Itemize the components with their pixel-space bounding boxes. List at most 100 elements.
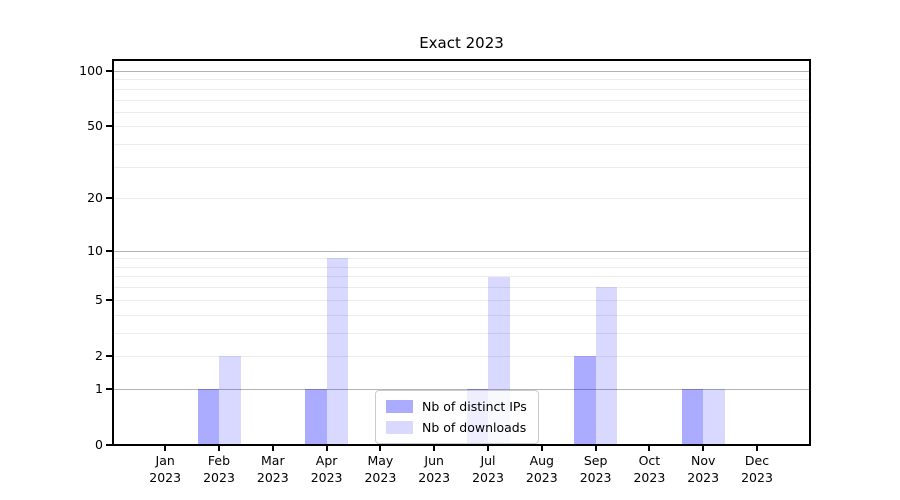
y-tick-mark [106, 70, 112, 72]
x-tick-label-year: 2023 [525, 470, 558, 485]
axis-spine-right [809, 59, 811, 446]
x-tick-mark [271, 446, 274, 451]
x-tick-label: Jan 2023 [133, 452, 197, 486]
gridline-minor [113, 79, 810, 81]
gridline-minor [113, 88, 810, 90]
downloads-swatch [386, 421, 413, 434]
bar-distinct-ips [197, 388, 219, 445]
gridline-minor [113, 111, 810, 113]
y-tick-label: 100 [79, 63, 103, 78]
gridline-minor [113, 144, 810, 146]
legend-label-distinct-ips: Nb of distinct IPs [422, 399, 527, 414]
x-tick-label: Apr 2023 [295, 452, 359, 486]
gridline-minor [113, 126, 810, 128]
x-tick-mark [218, 446, 220, 451]
y-tick-mark [106, 387, 112, 390]
x-tick-label: Feb 2023 [187, 452, 251, 486]
x-tick-label-month: May [367, 453, 394, 468]
axis-spine-top [112, 59, 811, 61]
x-tick-mark [379, 446, 382, 451]
gridline-minor [113, 166, 810, 168]
x-tick-label-month: Aug [529, 453, 554, 468]
axis-spine-left [112, 59, 114, 446]
x-tick-label: Aug 2023 [510, 452, 574, 486]
bar-downloads [326, 258, 349, 445]
distinct-ips-swatch [386, 400, 413, 413]
gridline-minor [113, 99, 810, 101]
x-tick-label-month: Nov [690, 453, 716, 468]
bar-downloads [595, 287, 618, 445]
y-tick-mark [106, 197, 112, 200]
x-tick-label-month: Jul [480, 453, 496, 468]
x-tick-label-month: Feb [207, 453, 231, 468]
gridline-minor [113, 332, 810, 334]
y-tick-label: 5 [95, 291, 103, 307]
x-tick-label: Oct 2023 [617, 452, 681, 486]
gridline-minor [113, 355, 810, 357]
x-tick-mark [487, 446, 489, 451]
x-tick-label: Mar 2023 [241, 452, 305, 486]
y-tick-mark [106, 298, 112, 301]
y-tick-label: 1 [95, 380, 103, 396]
x-tick-label: May 2023 [348, 452, 412, 486]
x-tick-label-month: Dec [744, 453, 770, 468]
x-tick-mark [433, 446, 436, 451]
bar-downloads [219, 355, 241, 445]
y-tick-label: 20 [87, 190, 103, 206]
gridline-minor [113, 198, 810, 200]
x-tick-label: Nov 2023 [671, 452, 735, 486]
x-tick-label-month: Mar [261, 453, 285, 468]
y-tick-label: 50 [87, 118, 103, 134]
x-tick-label-year: 2023 [149, 470, 182, 485]
bar-distinct-ips [305, 388, 327, 445]
x-tick-label: Sep 2023 [564, 452, 628, 486]
axis-spine-bottom [112, 444, 811, 446]
legend-item-distinct-ips: Nb of distinct IPs [386, 399, 527, 414]
gridline-major [113, 250, 810, 252]
x-tick-mark [702, 446, 705, 451]
x-tick-label-year: 2023 [203, 470, 235, 485]
x-tick-mark [164, 446, 167, 451]
x-tick-label-year: 2023 [472, 470, 504, 485]
x-tick-label-year: 2023 [741, 470, 773, 485]
x-tick-label-month: Jan [155, 453, 175, 468]
y-tick-label: 0 [95, 437, 103, 452]
y-tick-label: 10 [87, 242, 103, 258]
x-tick-label-month: Apr [315, 453, 338, 468]
x-tick-label-year: 2023 [633, 470, 666, 485]
x-tick-label-month: Sep [583, 453, 608, 468]
legend-label-downloads: Nb of downloads [422, 420, 527, 435]
y-tick-mark [106, 125, 112, 128]
gridline-minor [113, 266, 810, 268]
x-tick-mark [540, 446, 543, 451]
gridline-minor [113, 314, 810, 316]
gridline-major [113, 71, 810, 72]
bar-downloads [703, 388, 725, 445]
x-tick-label-year: 2023 [418, 470, 451, 485]
y-tick-mark [106, 249, 112, 252]
x-tick-mark [325, 446, 328, 451]
x-tick-label: Dec 2023 [725, 452, 789, 486]
gridline-minor [113, 258, 810, 260]
legend-item-downloads: Nb of downloads [386, 420, 527, 435]
x-tick-mark [648, 446, 651, 451]
x-tick-mark [756, 446, 758, 451]
legend: Nb of distinct IPs Nb of downloads [375, 390, 539, 444]
bar-distinct-ips [574, 355, 596, 445]
y-tick-label: 2 [95, 347, 103, 363]
x-tick-label-month: Jun [424, 453, 444, 468]
x-tick-label-year: 2023 [364, 470, 397, 485]
gridline-minor [113, 276, 810, 278]
x-tick-label-year: 2023 [579, 470, 612, 485]
bar-distinct-ips [681, 388, 704, 445]
x-tick-label: Jul 2023 [456, 452, 520, 486]
plot-area: Nb of distinct IPs Nb of downloads [113, 60, 810, 445]
x-tick-label-year: 2023 [256, 470, 289, 485]
gridline-minor [113, 299, 810, 301]
gridline-minor [113, 287, 810, 289]
gridline-major [113, 388, 810, 390]
x-tick-mark [594, 446, 597, 451]
x-tick-label: Jun 2023 [402, 452, 466, 486]
chart-title: Exact 2023 [419, 34, 504, 52]
